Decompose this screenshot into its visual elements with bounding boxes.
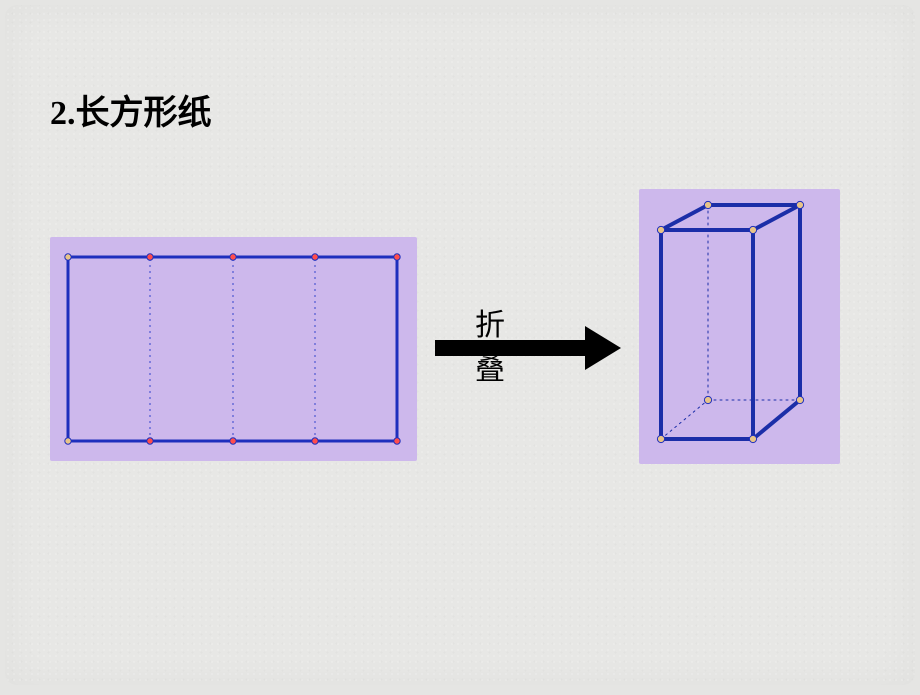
vertex-point xyxy=(749,226,756,233)
vertex-point xyxy=(796,201,803,208)
vertex-point xyxy=(796,396,803,403)
vertex-point xyxy=(749,435,756,442)
slide-card: 2.长方形纸 折叠 xyxy=(5,5,915,685)
vertex-point xyxy=(704,201,711,208)
vertex-point xyxy=(704,396,711,403)
prism-diagram xyxy=(5,5,920,695)
vertex-point xyxy=(657,226,664,233)
vertex-point xyxy=(657,435,664,442)
